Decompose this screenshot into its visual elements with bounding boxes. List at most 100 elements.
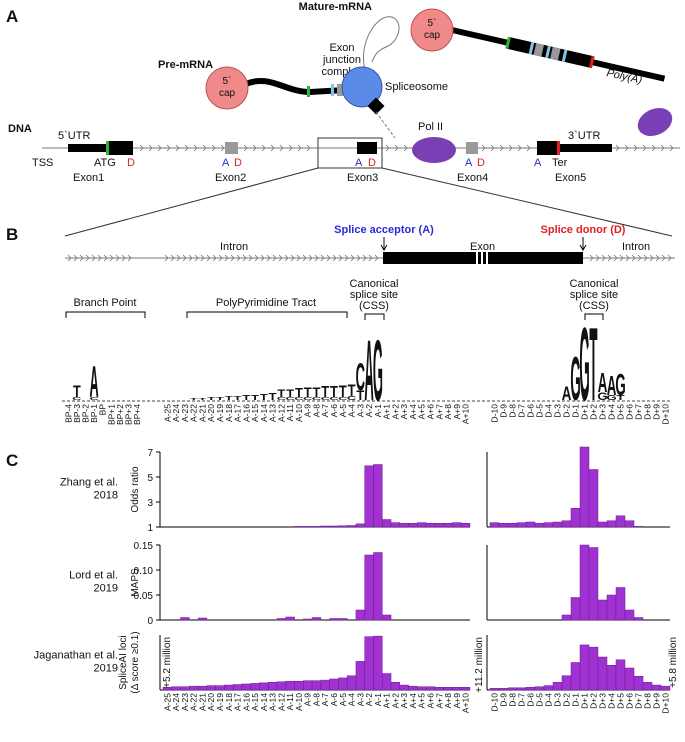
bar bbox=[171, 686, 181, 691]
x-tick-label: A-10 bbox=[294, 693, 304, 711]
logo-letter: A bbox=[364, 323, 373, 419]
bar bbox=[294, 526, 304, 528]
bar bbox=[364, 636, 374, 691]
logo-letter: T bbox=[589, 306, 597, 422]
bar bbox=[303, 618, 313, 621]
bracket bbox=[65, 311, 146, 318]
position-label: BP bbox=[98, 404, 108, 416]
position-label: BP-1 bbox=[89, 404, 99, 423]
y-tick-label: 0.15 bbox=[134, 541, 154, 552]
bar bbox=[633, 617, 644, 621]
connector bbox=[375, 111, 396, 139]
logo-letter: A bbox=[607, 370, 617, 402]
bar bbox=[552, 521, 563, 528]
position-label: D-10 bbox=[490, 404, 500, 423]
x-tick-label: A-6 bbox=[329, 693, 339, 707]
logo-letter: A bbox=[89, 356, 98, 406]
logo-letter: T bbox=[277, 387, 286, 400]
x-tick-label: A-8 bbox=[311, 693, 321, 707]
position-label: D+6 bbox=[625, 404, 635, 420]
bar bbox=[399, 523, 409, 528]
bar bbox=[373, 464, 383, 528]
logo-letter: T bbox=[330, 384, 338, 401]
position-label: A-9 bbox=[303, 404, 313, 418]
bar bbox=[338, 677, 348, 691]
bar bbox=[543, 522, 554, 528]
position-label: A+9 bbox=[452, 404, 462, 420]
position-label: A-7 bbox=[320, 404, 330, 418]
bar bbox=[460, 523, 471, 528]
zoom-box bbox=[317, 137, 383, 169]
bar bbox=[489, 688, 500, 691]
bar bbox=[329, 678, 339, 691]
atg-label: ATG bbox=[94, 157, 116, 169]
bar bbox=[390, 682, 401, 691]
exon-label: Exon2 bbox=[215, 172, 246, 184]
utr-label: 5`UTR bbox=[58, 130, 90, 142]
position-label: A-22 bbox=[189, 404, 199, 422]
x-tick-label: A-14 bbox=[259, 693, 269, 711]
chevrons bbox=[243, 144, 311, 152]
y-tick-label: 0.05 bbox=[134, 591, 154, 602]
bar bbox=[588, 646, 599, 691]
bar bbox=[206, 685, 216, 691]
x-tick-label: A-11 bbox=[285, 693, 295, 711]
bar bbox=[434, 523, 444, 528]
bar bbox=[189, 685, 199, 691]
position-label: A+4 bbox=[408, 404, 418, 420]
x-tick-label: D+9 bbox=[652, 693, 662, 709]
bar bbox=[561, 614, 572, 621]
bar bbox=[606, 665, 617, 691]
position-label: D-5 bbox=[535, 404, 545, 418]
site-label: D bbox=[234, 157, 242, 169]
bar bbox=[651, 684, 662, 691]
x-tick-label: A-22 bbox=[189, 693, 199, 711]
position-label: BP+2 bbox=[115, 404, 125, 425]
bar bbox=[498, 523, 509, 528]
bar bbox=[597, 656, 608, 691]
position-label: A-25 bbox=[162, 404, 172, 422]
cap-text: 5` bbox=[428, 17, 437, 29]
x-tick-label: A-3 bbox=[355, 693, 365, 707]
chevrons bbox=[385, 144, 408, 152]
arrow bbox=[579, 237, 587, 251]
cap bbox=[205, 66, 249, 110]
logo-letter: T bbox=[190, 397, 198, 400]
bar bbox=[642, 682, 653, 691]
cap-text: cap bbox=[219, 88, 236, 99]
bar bbox=[597, 521, 608, 528]
bar bbox=[615, 515, 626, 528]
zoom-line bbox=[381, 167, 673, 237]
bar bbox=[250, 683, 260, 691]
logo-letter: T bbox=[216, 397, 224, 402]
x-tick-label: D+1 bbox=[580, 693, 590, 709]
logo-letter: T bbox=[286, 387, 295, 400]
bar bbox=[606, 520, 617, 528]
x-tick-label: A-1 bbox=[373, 693, 383, 707]
y-axis-title: SpliceAI loci bbox=[118, 635, 129, 689]
logo-letter: A bbox=[562, 383, 572, 405]
bar bbox=[516, 522, 527, 528]
x-tick-label: A+3 bbox=[399, 693, 409, 709]
y-axis-title: MAPS bbox=[130, 568, 141, 597]
logo-letter: C bbox=[72, 396, 81, 401]
row-title: 2019 bbox=[94, 663, 118, 675]
cap-text: cap bbox=[424, 30, 441, 41]
logo-letter: T bbox=[207, 397, 215, 402]
break bbox=[481, 252, 483, 264]
site-label: A bbox=[222, 157, 230, 169]
chevrons bbox=[481, 144, 531, 152]
x-tick-label: A-2 bbox=[364, 693, 374, 707]
bar bbox=[382, 614, 392, 621]
region-label: Branch Point bbox=[74, 297, 137, 309]
bar bbox=[399, 684, 409, 691]
x-tick-label: A-21 bbox=[197, 693, 207, 711]
ribosome bbox=[637, 107, 673, 137]
bar bbox=[373, 552, 383, 621]
position-label: A-23 bbox=[180, 404, 190, 422]
exon bbox=[537, 141, 560, 155]
bar bbox=[597, 599, 608, 621]
logo-letter: A bbox=[598, 367, 608, 399]
x-tick-label: D-5 bbox=[535, 693, 545, 707]
